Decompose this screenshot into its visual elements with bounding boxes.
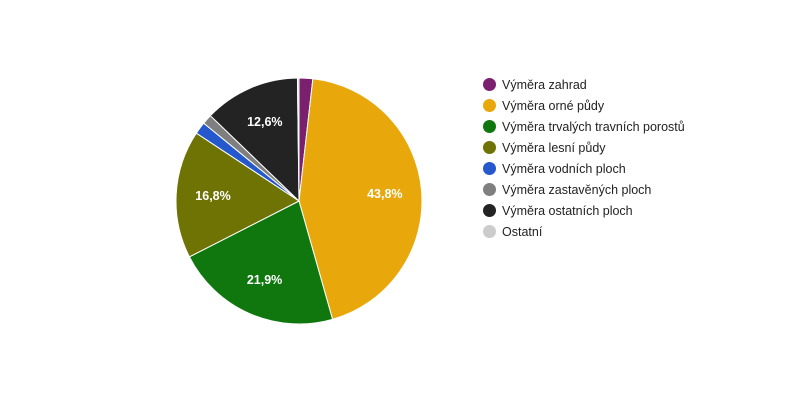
- legend-item[interactable]: Výměra vodních ploch: [483, 158, 685, 179]
- legend-label: Výměra orné půdy: [502, 98, 605, 113]
- legend-label: Výměra zahrad: [502, 77, 587, 92]
- legend-item[interactable]: Výměra orné půdy: [483, 95, 685, 116]
- legend-swatch-icon: [483, 162, 496, 175]
- legend-swatch-icon: [483, 141, 496, 154]
- slice-data-label: 16,8%: [195, 189, 230, 203]
- legend-label: Výměra zastavěných ploch: [502, 182, 652, 197]
- legend-item[interactable]: Výměra zahrad: [483, 74, 685, 95]
- pie-slice[interactable]: [209, 77, 300, 203]
- pie-slice[interactable]: [296, 77, 300, 202]
- legend-item[interactable]: Výměra trvalých travních porostů: [483, 116, 685, 137]
- legend-swatch-icon: [483, 99, 496, 112]
- legend-label: Ostatní: [502, 224, 543, 239]
- legend-label: Výměra trvalých travních porostů: [502, 119, 685, 134]
- pie-slice[interactable]: [298, 78, 423, 320]
- legend-swatch-icon: [483, 183, 496, 196]
- pie-slice[interactable]: [188, 200, 334, 325]
- slice-data-label: 43,8%: [367, 187, 402, 201]
- legend-label: Výměra ostatních ploch: [502, 203, 633, 218]
- legend-item[interactable]: Ostatní: [483, 221, 685, 242]
- legend-swatch-icon: [483, 204, 496, 217]
- legend-swatch-icon: [483, 120, 496, 133]
- legend-item[interactable]: Výměra ostatních ploch: [483, 200, 685, 221]
- legend-label: Výměra vodních ploch: [502, 161, 626, 176]
- legend-label: Výměra lesní půdy: [502, 140, 606, 155]
- legend-swatch-icon: [483, 78, 496, 91]
- slice-data-label: 12,6%: [247, 115, 282, 129]
- slice-data-label: 21,9%: [247, 273, 282, 287]
- legend-swatch-icon: [483, 225, 496, 238]
- pie-slice[interactable]: [175, 132, 300, 258]
- legend-item[interactable]: Výměra zastavěných ploch: [483, 179, 685, 200]
- legend-item[interactable]: Výměra lesní půdy: [483, 137, 685, 158]
- legend: Výměra zahrad Výměra orné půdy Výměra trva…: [483, 74, 685, 242]
